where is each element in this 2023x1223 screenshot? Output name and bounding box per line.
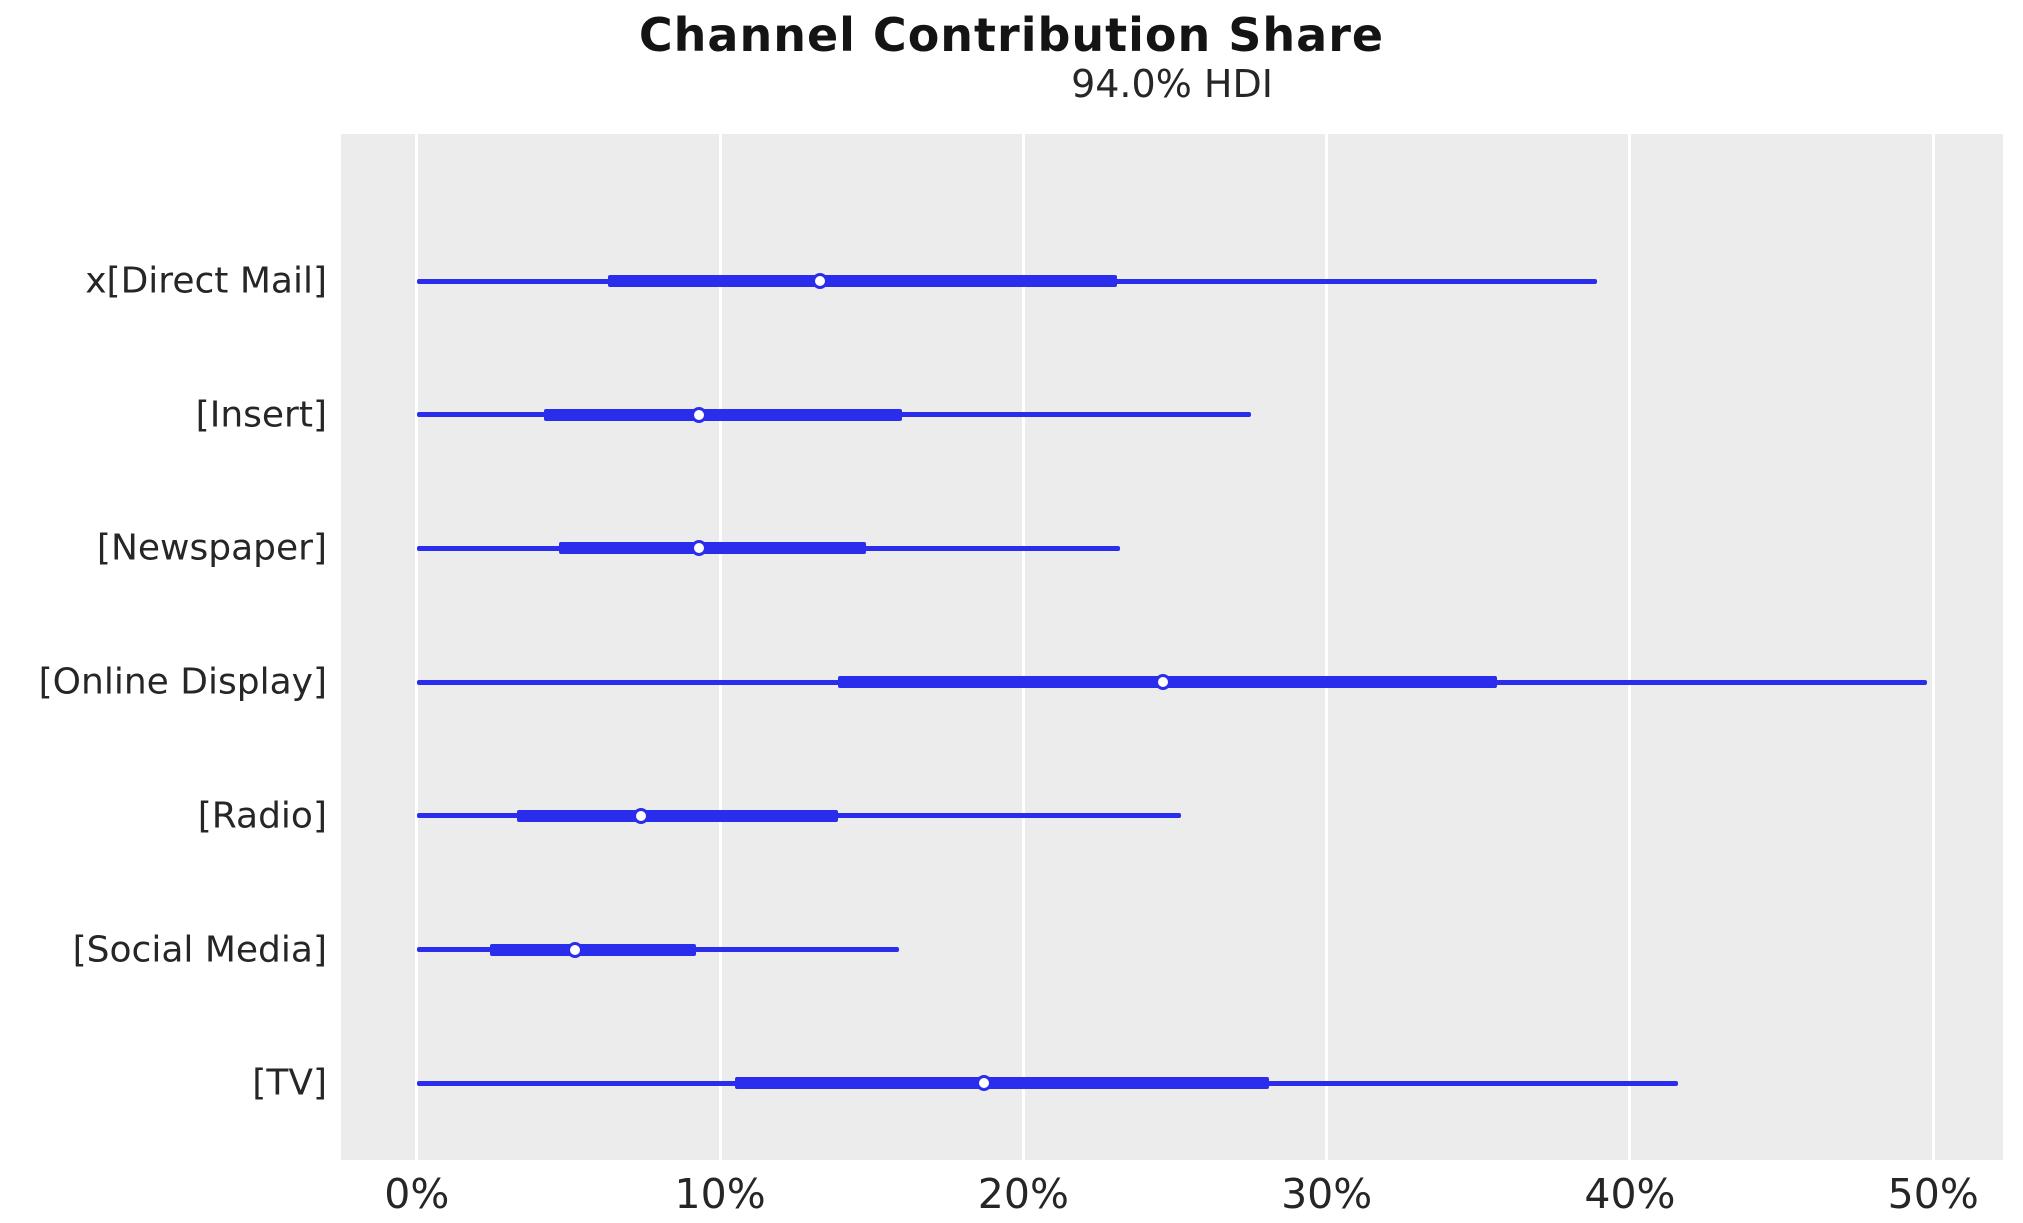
plot-area <box>341 134 2003 1160</box>
median-marker <box>633 807 650 824</box>
gridline-30% <box>1325 134 1329 1160</box>
quartile-interval-line <box>735 1077 1270 1090</box>
quartile-interval-line <box>559 542 866 555</box>
y-tick-label: [Radio] <box>197 795 327 837</box>
median-marker <box>690 540 707 557</box>
quartile-interval-line <box>516 809 839 822</box>
y-tick-label: x[Direct Mail] <box>85 260 327 302</box>
quartile-interval-line <box>607 275 1118 287</box>
y-tick-label: [Online Display] <box>38 661 327 703</box>
median-marker <box>975 1075 992 1092</box>
gridline-50% <box>1931 134 1935 1160</box>
median-marker <box>690 406 707 423</box>
x-tick-label: 20% <box>977 1170 1069 1218</box>
median-marker <box>812 273 829 289</box>
x-tick-label: 0% <box>384 1170 450 1218</box>
gridline-20% <box>1021 134 1025 1160</box>
gridline-40% <box>1628 134 1632 1160</box>
quartile-interval-line <box>489 943 696 956</box>
x-tick-label: 30% <box>1281 1170 1373 1218</box>
gridline-0% <box>415 134 419 1160</box>
gridline-10% <box>718 134 722 1160</box>
median-marker <box>566 941 583 958</box>
y-tick-label: [TV] <box>252 1062 327 1104</box>
y-tick-label: [Insert] <box>195 394 327 436</box>
median-marker <box>1154 674 1171 691</box>
quartile-interval-line <box>544 408 903 421</box>
y-tick-label: [Newspaper] <box>96 527 327 569</box>
x-tick-label: 50% <box>1887 1170 1979 1218</box>
chart-title: Channel Contribution Share <box>638 8 1385 62</box>
hdi-subtitle: 94.0% HDI <box>1071 62 1273 106</box>
x-tick-label: 40% <box>1584 1170 1676 1218</box>
y-tick-label: [Social Media] <box>72 929 327 970</box>
x-tick-label: 10% <box>674 1170 766 1218</box>
